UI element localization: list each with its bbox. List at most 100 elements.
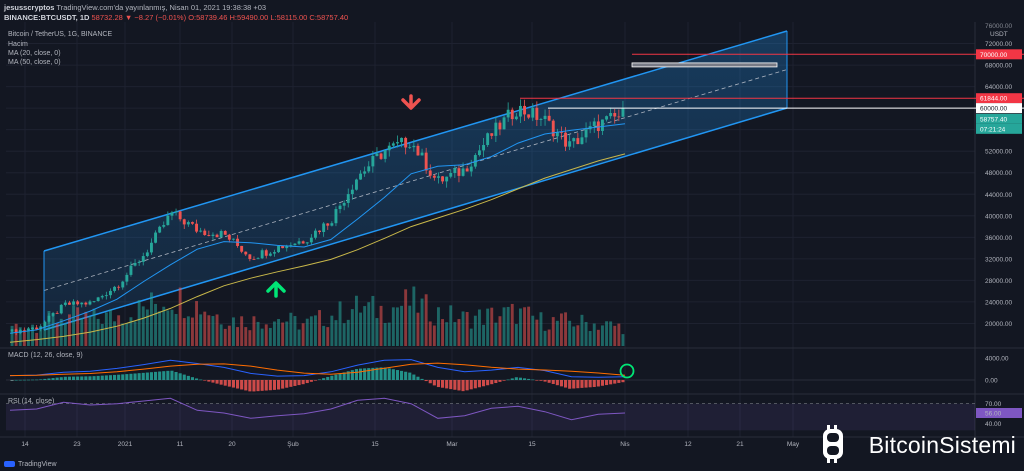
volume-bar — [113, 321, 116, 346]
volume-bar — [490, 307, 494, 346]
macd-histogram-bar — [322, 378, 326, 380]
candle-body — [31, 327, 34, 330]
macd-histogram-bar — [281, 380, 285, 389]
volume-bar — [416, 312, 420, 346]
macd-histogram-bar — [387, 368, 391, 380]
volume-bar — [617, 323, 621, 346]
macd-histogram-bar — [592, 380, 596, 387]
candle-body — [109, 290, 112, 296]
volume-bar — [568, 320, 572, 346]
macd-histogram-bar — [428, 380, 432, 384]
candle-body — [35, 327, 39, 330]
rsi-legend[interactable]: RSI (14, close) — [8, 398, 55, 405]
volume-bar — [199, 314, 203, 346]
macd-legend[interactable]: MACD (12, 26, close, 9) — [8, 352, 83, 359]
candle-body — [170, 212, 174, 216]
macd-histogram-bar — [441, 380, 445, 388]
candle-body — [191, 222, 194, 224]
candle-body — [92, 301, 96, 302]
candle-body — [232, 238, 235, 240]
time-axis-label: 20 — [228, 441, 236, 448]
candle-body — [14, 329, 18, 334]
volume-bar — [100, 323, 104, 346]
macd-histogram-bar — [395, 370, 399, 380]
macd-histogram-bar — [231, 380, 235, 388]
ascending-channel — [43, 30, 788, 331]
bitcoin-icon — [823, 425, 843, 463]
volume-bar — [150, 292, 153, 346]
macd-histogram-bar — [535, 380, 539, 381]
macd-histogram-bar — [383, 367, 387, 380]
candle-body — [174, 211, 178, 213]
candle-body — [359, 173, 362, 180]
volume-legend[interactable]: Hacim — [8, 41, 28, 48]
candle-body — [268, 253, 272, 256]
candle-body — [441, 176, 444, 182]
candle-body — [121, 281, 125, 288]
ma50-legend[interactable]: MA (50, close, 0) — [8, 59, 61, 66]
publish-header: jesusscryptos TradingView.com'da yayınla… — [4, 3, 266, 12]
volume-bar — [334, 320, 338, 346]
macd-histogram-bar — [424, 380, 428, 382]
moving-averages — [9, 123, 626, 343]
tag-countdown-bg — [976, 123, 1022, 134]
candle-body — [305, 242, 309, 244]
macd-histogram-bar — [354, 369, 358, 380]
macd-histogram-bar — [108, 375, 112, 380]
macd-histogram-bar — [227, 380, 231, 387]
volume-bar — [482, 324, 485, 346]
candle-body — [293, 243, 297, 246]
volume-bar — [10, 325, 14, 346]
candle-body — [572, 138, 576, 142]
candle-body — [400, 137, 403, 143]
time-axis-label: 11 — [177, 441, 184, 448]
macd-histogram-bar — [309, 380, 313, 382]
macd-histogram-bar — [92, 376, 96, 380]
bitcoinsistemi-wordmark: BitcoinSistemi — [868, 432, 1016, 458]
price-axis-label: 72000.00 — [985, 41, 1012, 48]
volume-bar — [338, 301, 342, 346]
volume-bar — [322, 325, 326, 346]
candle-body — [219, 231, 223, 238]
candle-body — [104, 295, 108, 297]
candle-body — [490, 133, 494, 136]
symbol-header: BINANCE:BTCUSDT, 1D 58732.28 ▼ −8.27 (−0… — [4, 13, 348, 22]
candle-body — [125, 274, 129, 282]
volume-bar — [223, 328, 227, 346]
macd-histogram-bar — [63, 376, 67, 380]
author-name[interactable]: jesusscryptos — [4, 3, 55, 12]
volume-bar — [428, 321, 432, 346]
candle-body — [412, 145, 416, 148]
price-axis-label: 40000.00 — [985, 213, 1012, 220]
volume-bar — [346, 319, 350, 346]
candle-body — [432, 175, 436, 178]
volume-bar — [527, 306, 531, 346]
ma20-legend[interactable]: MA (20, close, 0) — [8, 50, 61, 57]
macd-histogram-bar — [174, 371, 178, 380]
tradingview-logo[interactable]: TradingView — [4, 461, 57, 468]
horizontal-levels — [520, 53, 1024, 109]
macd-histogram-bar — [539, 380, 543, 381]
macd-histogram-bar — [141, 372, 145, 380]
macd-histogram-bar — [18, 379, 22, 381]
candle-body — [535, 107, 539, 120]
volume-bar — [252, 316, 256, 346]
volume-bar — [117, 315, 121, 346]
volume-bar — [379, 305, 383, 346]
macd-histogram-bar — [133, 373, 137, 380]
volume-bar — [182, 318, 186, 346]
macd-histogram-bar — [338, 373, 342, 380]
volume-bar — [441, 319, 444, 346]
volume-bar — [383, 322, 387, 346]
volume-bar — [605, 321, 608, 346]
symbol-name[interactable]: BINANCE:BTCUSDT, 1D — [4, 13, 90, 22]
price-axis-label: 28000.00 — [985, 278, 1012, 285]
candle-body — [350, 189, 354, 195]
volume-bar — [301, 323, 305, 346]
price-axis-label: 48000.00 — [985, 170, 1012, 177]
candle-body — [301, 241, 305, 244]
time-axis-label: 21 — [736, 441, 744, 448]
macd-histogram-bar — [564, 380, 568, 388]
candle-body — [277, 245, 280, 253]
